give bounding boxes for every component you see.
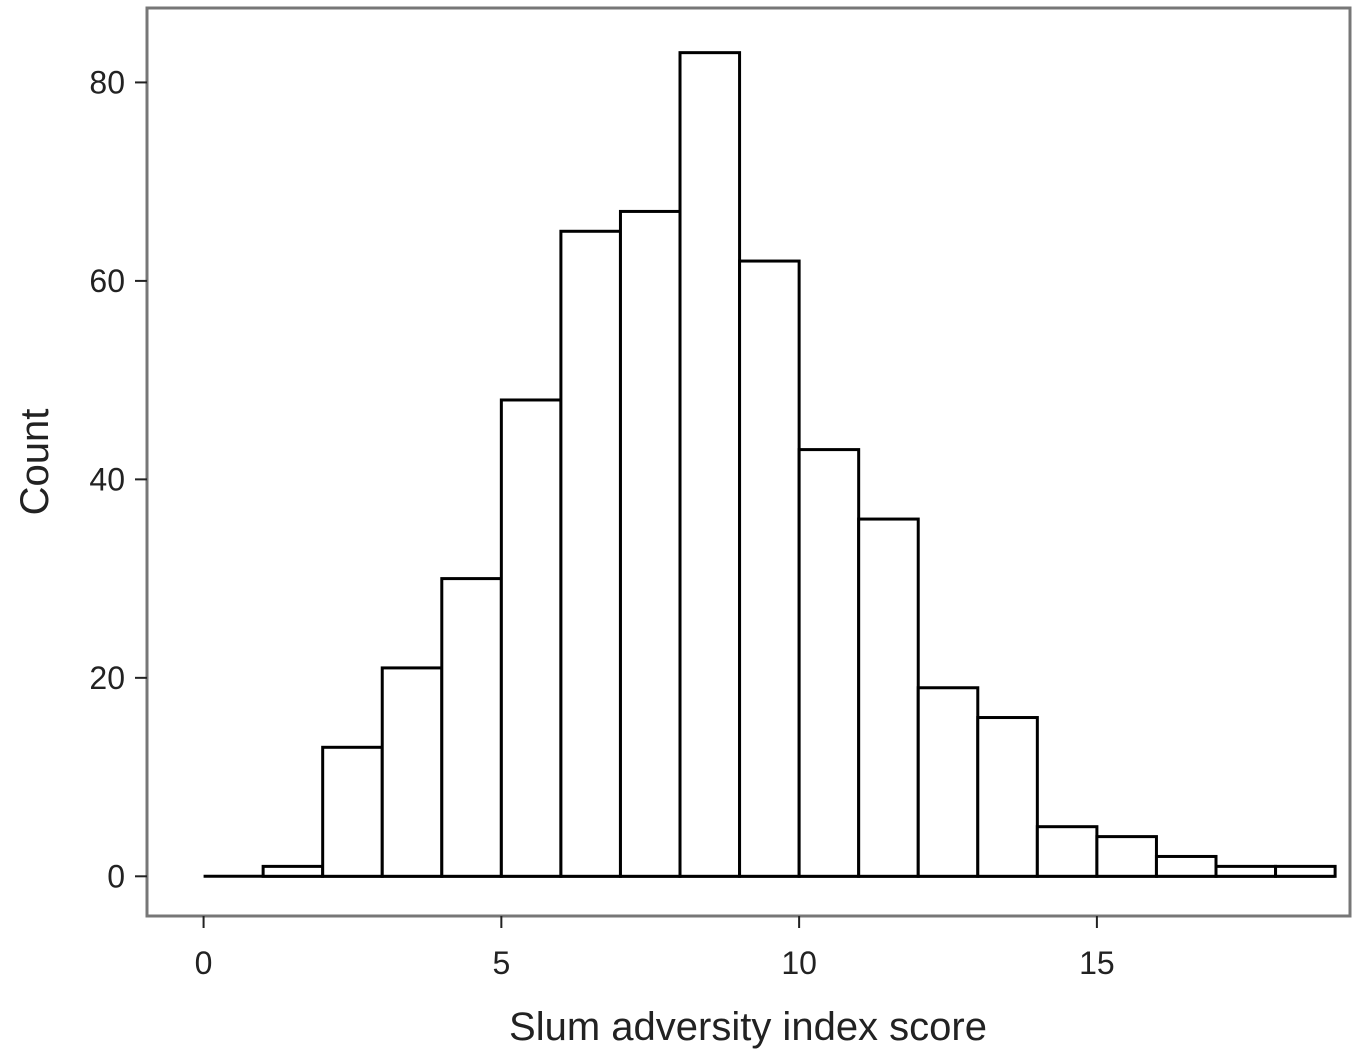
histogram-bar bbox=[1035, 825, 1099, 878]
bars-group bbox=[261, 51, 1337, 878]
x-tick-label: 10 bbox=[781, 945, 817, 981]
histogram-bar bbox=[1095, 835, 1158, 878]
histogram-bar bbox=[440, 577, 503, 878]
histogram-bar bbox=[261, 864, 325, 878]
plot-panel-border bbox=[145, 6, 1352, 918]
histogram-bar bbox=[1214, 864, 1278, 878]
x-tick-label: 0 bbox=[195, 945, 213, 981]
y-axis: 0 20 40 60 80 bbox=[89, 64, 147, 894]
histogram-bar bbox=[618, 209, 682, 878]
x-axis-title: Slum adversity index score bbox=[509, 1005, 987, 1049]
histogram-bar bbox=[1154, 854, 1218, 878]
y-tick-label: 60 bbox=[89, 263, 125, 299]
histogram-bar bbox=[1274, 864, 1337, 878]
histogram-bar bbox=[857, 517, 920, 878]
x-tick-label: 15 bbox=[1079, 945, 1115, 981]
histogram-bar bbox=[916, 686, 980, 878]
y-tick-label: 20 bbox=[89, 660, 125, 696]
x-tick-label: 5 bbox=[492, 945, 510, 981]
histogram-bar bbox=[499, 398, 563, 878]
histogram-bar bbox=[380, 666, 444, 878]
histogram-bar bbox=[321, 745, 384, 878]
histogram-bar bbox=[797, 448, 861, 878]
histogram-bar bbox=[738, 259, 801, 878]
y-tick-label: 0 bbox=[107, 858, 125, 894]
histogram-bar bbox=[678, 51, 742, 878]
y-tick-label: 80 bbox=[89, 64, 125, 100]
histogram-bar bbox=[559, 229, 622, 878]
y-tick-label: 40 bbox=[89, 461, 125, 497]
y-axis-title: Count bbox=[13, 409, 57, 516]
histogram-bar bbox=[976, 716, 1039, 878]
x-axis: 0 5 10 15 bbox=[195, 916, 1115, 981]
